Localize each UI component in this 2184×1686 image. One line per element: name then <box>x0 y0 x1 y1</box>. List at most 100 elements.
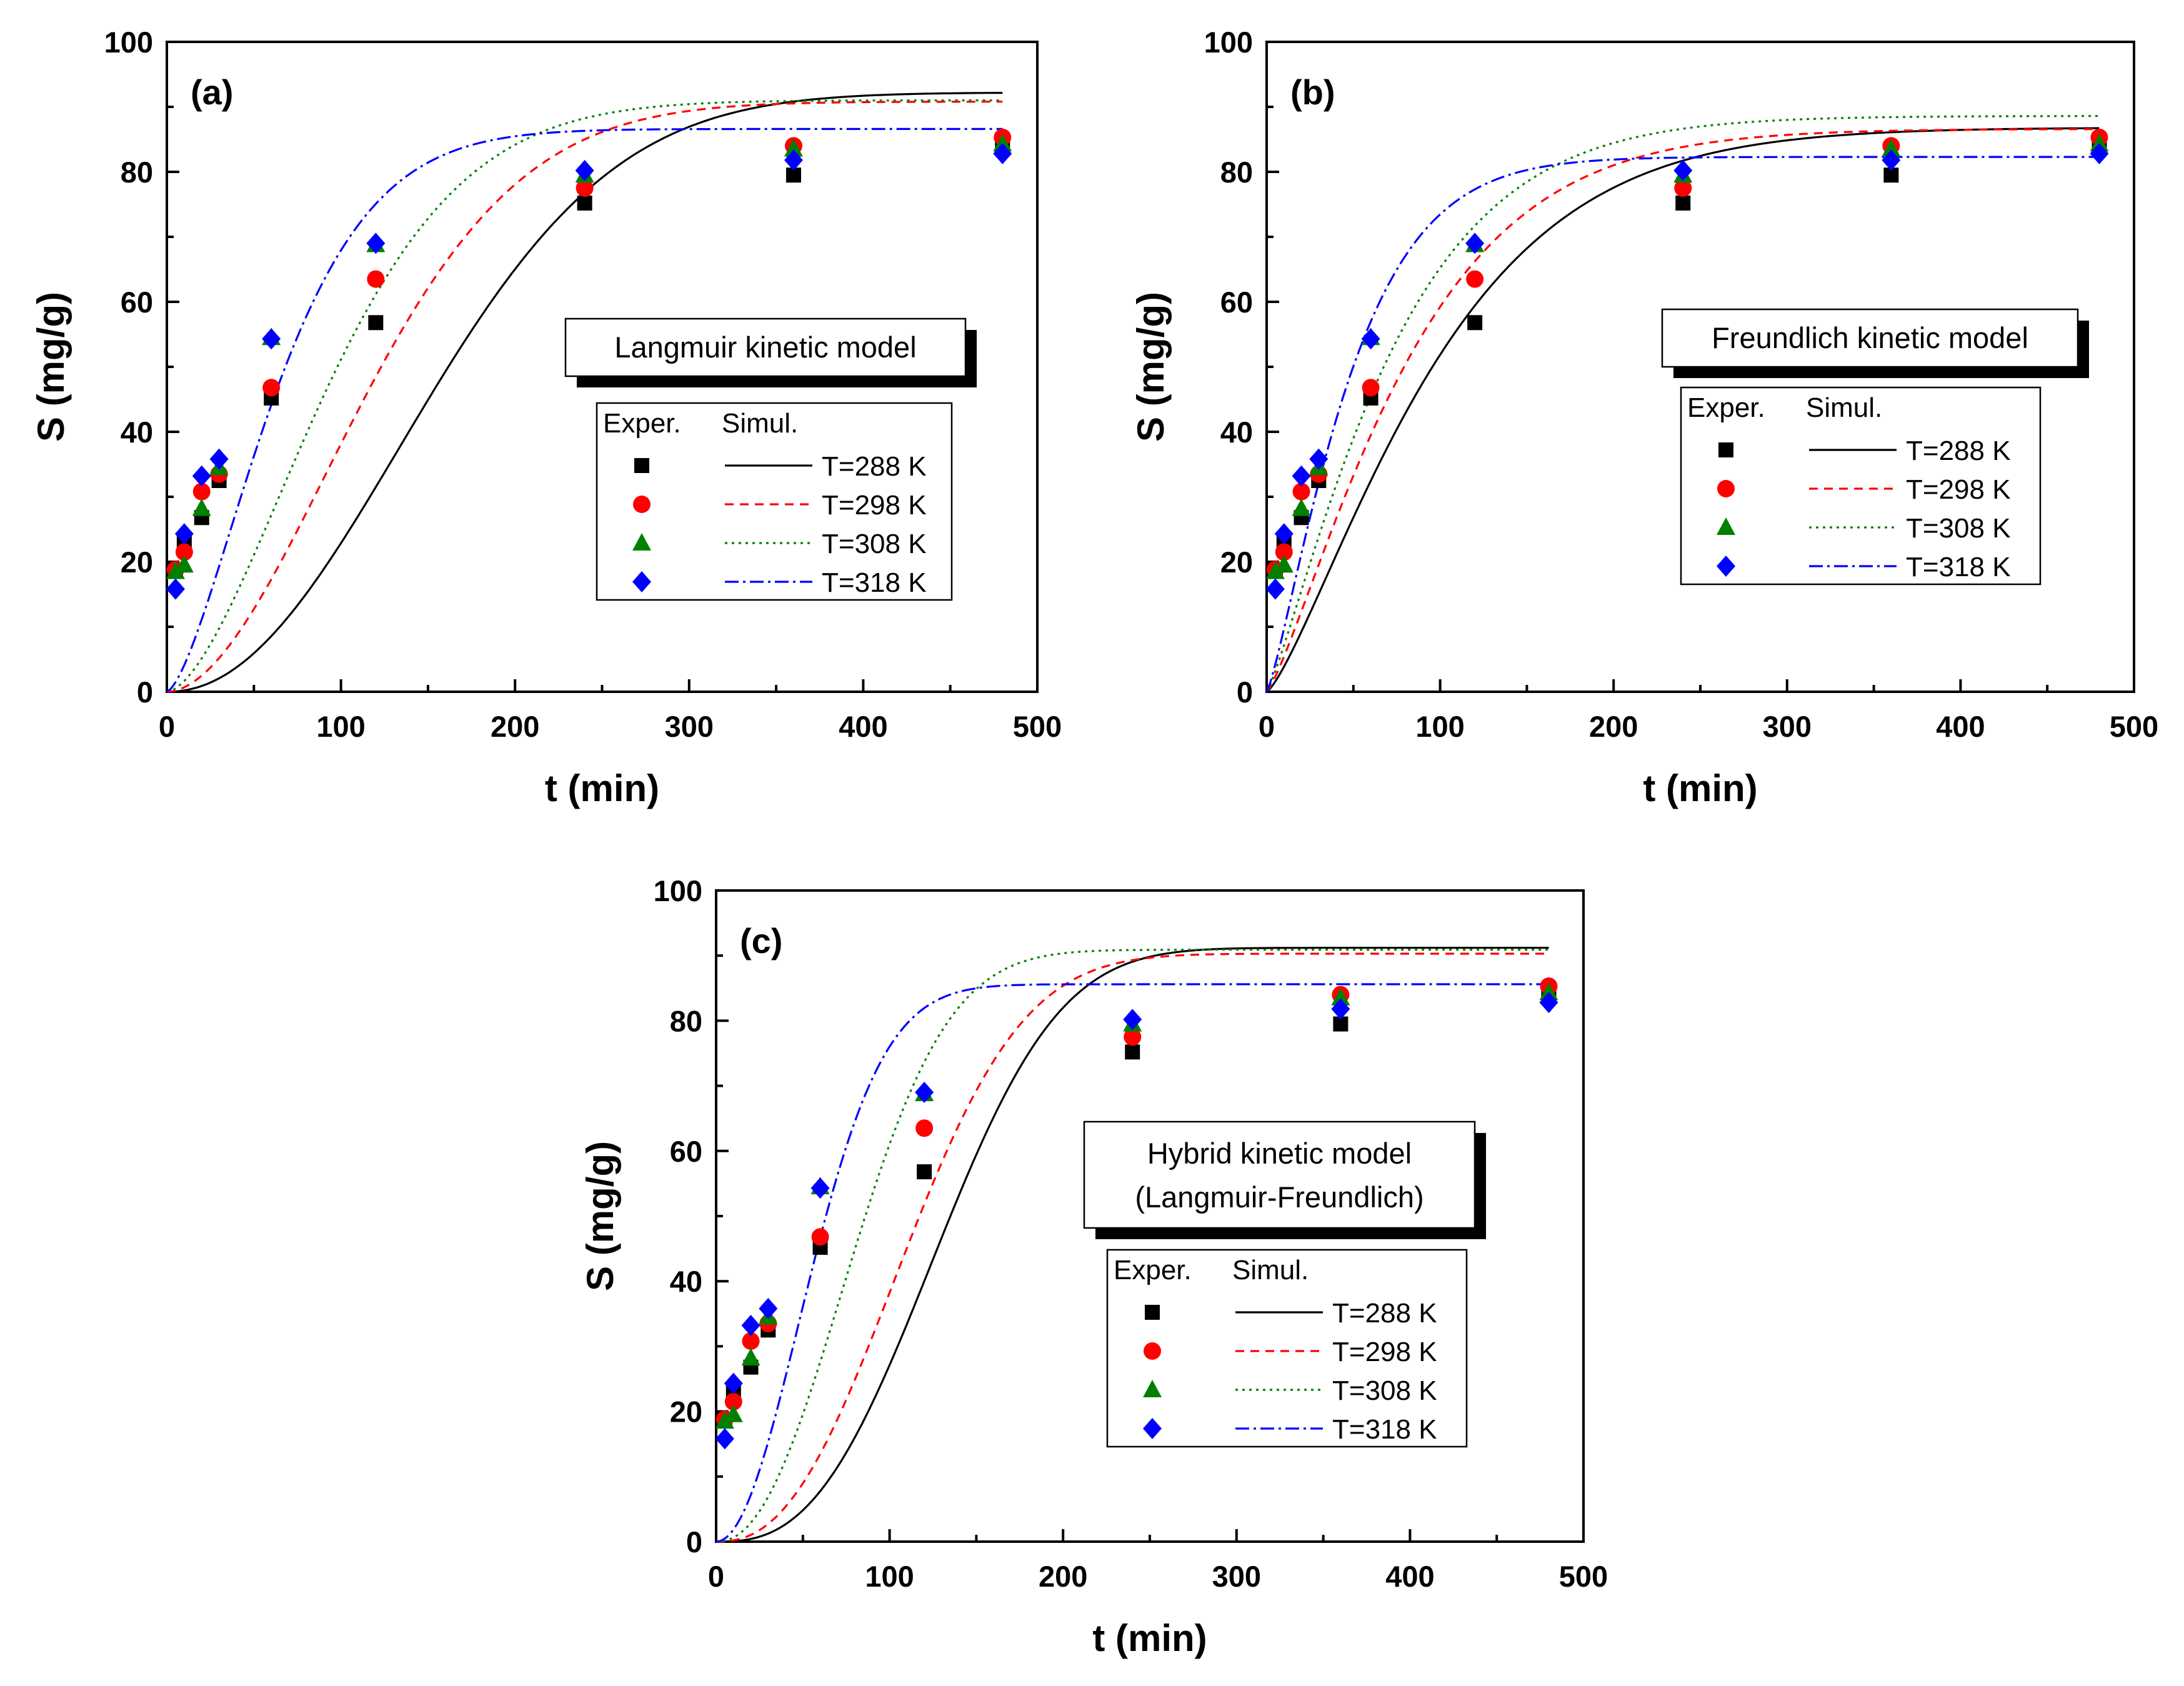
legend-header-sim: Simul. <box>1806 392 1882 423</box>
data-point <box>1123 1009 1142 1030</box>
x-tick-label: 200 <box>491 710 539 743</box>
legend-label: T=288 K <box>1332 1298 1437 1329</box>
data-point <box>784 139 803 157</box>
x-tick-label: 300 <box>1763 710 1812 743</box>
data-point <box>1274 555 1294 573</box>
data-point <box>784 149 803 171</box>
legend-header-sim: Simul. <box>1232 1255 1309 1285</box>
legend-marker <box>633 496 651 513</box>
x-tick-label: 100 <box>316 710 365 743</box>
legend-box <box>596 402 953 601</box>
data-point <box>810 1177 830 1199</box>
legend-box <box>1680 386 2042 586</box>
model-label: Langmuir kinetic model <box>614 331 916 364</box>
x-tick-label: 500 <box>2110 710 2158 743</box>
data-point <box>262 379 281 397</box>
data-point <box>993 142 1012 164</box>
data-point <box>715 1411 734 1429</box>
data-point <box>192 482 211 501</box>
panel-label: (c) <box>740 921 782 960</box>
data-point <box>576 179 594 197</box>
panel-label: (b) <box>1290 72 1335 112</box>
data-point <box>1274 523 1294 545</box>
x-tick-label: 300 <box>665 710 714 743</box>
x-tick-label: 300 <box>1212 1560 1261 1593</box>
panel-label: (a) <box>191 72 233 112</box>
y-tick-label: 20 <box>670 1395 702 1429</box>
sim-curve-3 <box>1265 156 2100 692</box>
y-tick-label: 40 <box>1220 416 1253 449</box>
data-point <box>368 315 384 331</box>
y-tick-label: 100 <box>1204 26 1253 59</box>
y-tick-label: 0 <box>137 676 153 709</box>
data-point <box>1362 379 1380 397</box>
model-label: Freundlich kinetic model <box>1712 321 2028 354</box>
data-point <box>174 523 194 545</box>
data-point <box>192 465 211 487</box>
data-point <box>1467 315 1483 331</box>
x-tick-label: 400 <box>1385 1560 1434 1593</box>
data-point <box>993 134 1012 152</box>
data-point <box>724 1372 743 1394</box>
x-tick-label: 200 <box>1589 710 1638 743</box>
data-point <box>742 1332 760 1350</box>
data-point <box>1265 578 1285 600</box>
sim-curve-3 <box>166 127 1003 693</box>
data-point <box>1292 465 1311 487</box>
legend-label: T=318 K <box>1906 552 2011 582</box>
model-box <box>1083 1120 1476 1229</box>
x-axis-label: t (min) <box>1643 767 1757 809</box>
data-point <box>811 1228 829 1246</box>
data-point <box>724 1404 743 1422</box>
y-axis-label: S (mg/g) <box>1130 292 1172 442</box>
legend-marker <box>1143 1418 1162 1439</box>
legend-label: T=308 K <box>1332 1375 1437 1406</box>
data-point <box>1124 1028 1142 1046</box>
data-point <box>1882 139 1901 157</box>
legend-marker <box>1143 1380 1162 1397</box>
y-tick-label: 40 <box>670 1265 702 1298</box>
x-tick-label: 500 <box>1013 710 1062 743</box>
data-point <box>1331 987 1350 1005</box>
data-point <box>1465 232 1485 254</box>
data-point <box>1673 159 1693 181</box>
data-point <box>166 578 185 600</box>
y-tick-label: 20 <box>121 546 153 579</box>
legend-label: T=288 K <box>822 451 927 482</box>
sim-curve-2 <box>166 99 1003 693</box>
data-point <box>1275 543 1293 561</box>
data-point <box>575 159 594 181</box>
data-point <box>917 1164 932 1180</box>
legend-label: T=308 K <box>822 529 927 559</box>
y-tick-label: 40 <box>121 416 153 449</box>
y-tick-label: 60 <box>1220 286 1253 319</box>
legend-box <box>1106 1249 1468 1448</box>
data-point <box>174 555 194 573</box>
legend-label: T=318 K <box>822 567 927 598</box>
x-tick-label: 400 <box>839 710 887 743</box>
x-tick-label: 0 <box>159 710 175 743</box>
legend-marker <box>632 533 651 551</box>
data-point <box>367 270 385 288</box>
legend-header-exp: Exper. <box>1687 392 1765 423</box>
x-tick-label: 200 <box>1039 1560 1087 1593</box>
data-point <box>741 1315 760 1337</box>
data-point <box>262 328 281 350</box>
sim-curve-2 <box>716 949 1549 1543</box>
y-tick-label: 80 <box>670 1004 702 1037</box>
x-tick-label: 100 <box>865 1560 914 1593</box>
y-tick-label: 100 <box>104 26 153 59</box>
model-box <box>564 317 967 377</box>
data-point <box>715 1428 734 1450</box>
data-point <box>1675 195 1691 211</box>
data-point <box>915 1119 934 1137</box>
x-tick-label: 400 <box>1936 710 1985 743</box>
x-tick-label: 0 <box>708 1560 724 1593</box>
sim-curve-2 <box>1265 115 2100 692</box>
legend-label: T=298 K <box>1332 1337 1437 1367</box>
y-tick-label: 80 <box>1220 156 1253 189</box>
model-label: Hybrid kinetic model <box>1147 1137 1412 1170</box>
y-tick-label: 0 <box>686 1525 702 1559</box>
legend-label: T=318 K <box>1332 1414 1437 1445</box>
model-label: (Langmuir-Freundlich) <box>1135 1180 1424 1214</box>
